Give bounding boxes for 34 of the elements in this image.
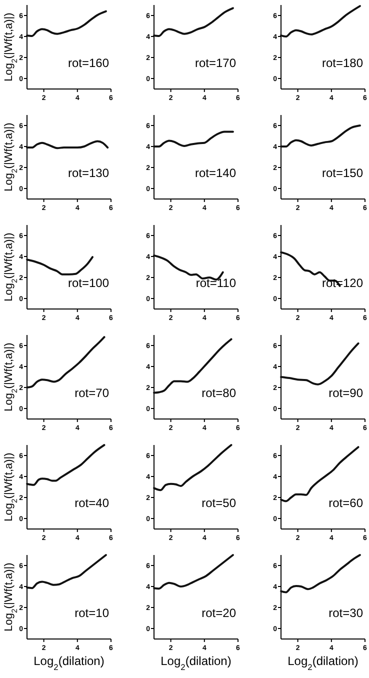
annotation: rot=170	[194, 56, 236, 70]
annotation: rot=10	[74, 606, 110, 620]
line-series	[280, 5, 361, 38]
annotation: rot=50	[202, 496, 236, 510]
line-series	[26, 554, 107, 590]
annotation: rot=150	[322, 166, 364, 180]
annotation: rot=130	[68, 166, 110, 180]
line-series	[26, 10, 107, 37]
line-series	[153, 7, 234, 37]
annotation: rot=90	[328, 386, 364, 400]
annotation: rot=100	[68, 276, 110, 290]
line-series	[280, 342, 360, 386]
annotation: rot=60	[328, 496, 364, 510]
line-series	[26, 444, 106, 486]
line-series	[280, 554, 361, 594]
annotation: rot=110	[196, 276, 236, 290]
line-series	[26, 256, 94, 276]
x-axis-title: Log$_{2}$(dilation)	[34, 654, 104, 672]
line-series	[26, 336, 106, 388]
line-series	[280, 124, 361, 148]
x-axis-title: Log$_{2}$(dilation)	[160, 654, 232, 672]
annotation: rot=30	[328, 606, 364, 620]
x-axis-title: Log$_{2}$(dilation)	[288, 654, 358, 672]
annotation: rot=20	[202, 606, 236, 620]
annotation: rot=180	[322, 56, 364, 70]
annotation: rot=140	[194, 166, 236, 180]
annotation: rot=160	[68, 56, 110, 70]
line-series	[26, 140, 109, 150]
annotation: rot=70	[74, 386, 110, 400]
line-series	[153, 130, 234, 148]
line-series	[153, 444, 232, 492]
line-series	[153, 554, 234, 590]
annotation: rot=40	[74, 496, 110, 510]
annotation: rot=80	[202, 386, 236, 400]
